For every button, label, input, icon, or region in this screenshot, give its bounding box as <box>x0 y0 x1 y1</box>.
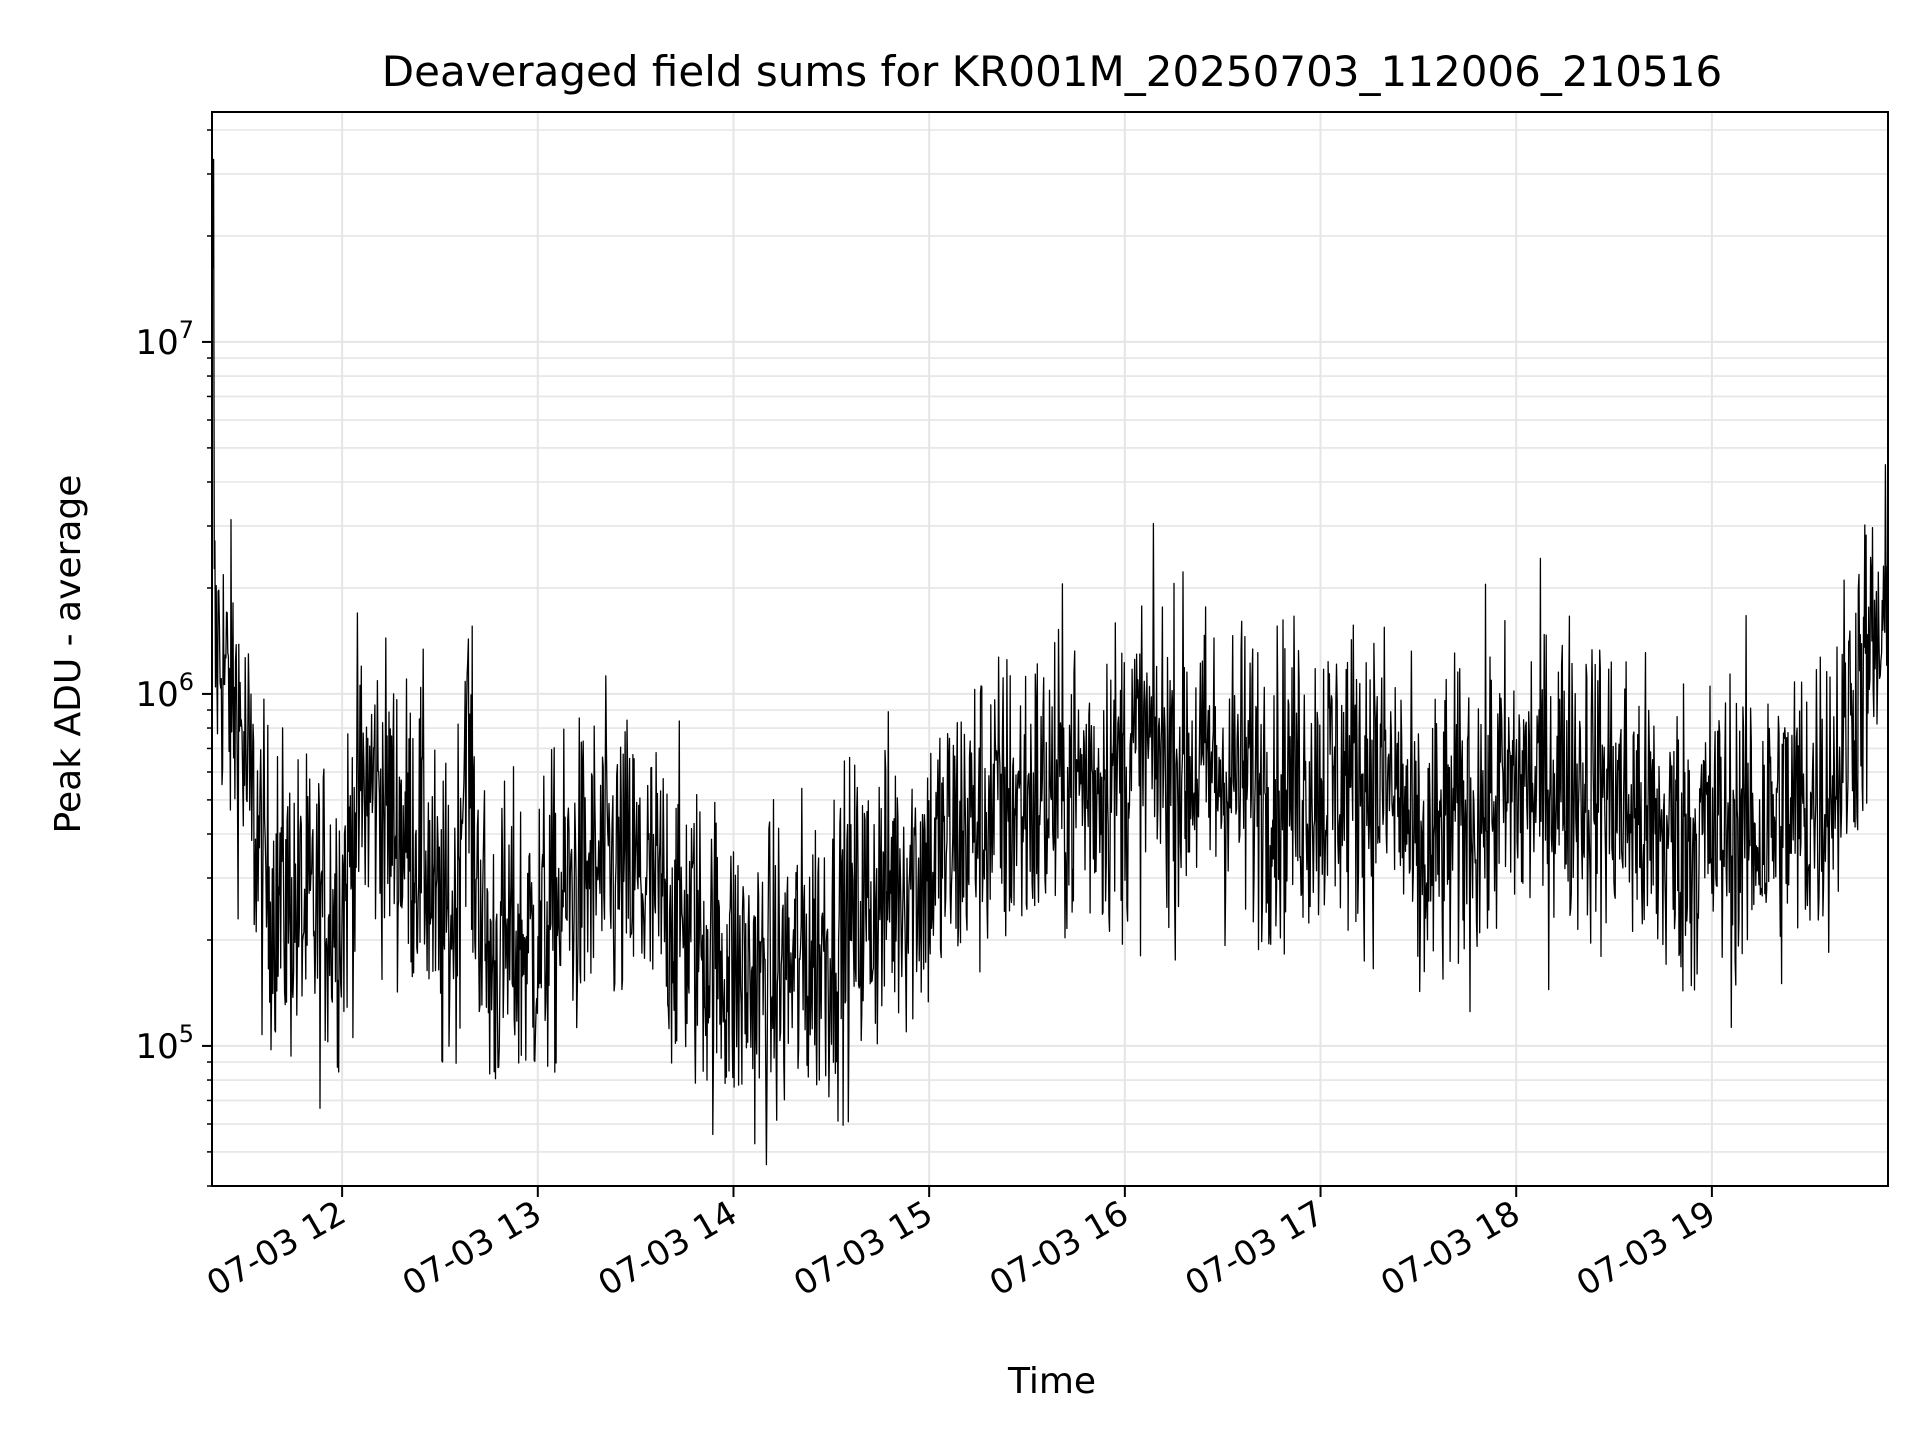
x-tick-label: 07-03 16 <box>983 1193 1135 1304</box>
chart-title: Deaveraged field sums for KR001M_2025070… <box>382 47 1722 96</box>
y-tick-label: 107 <box>135 316 194 363</box>
x-axis-title: Time <box>1007 1361 1096 1402</box>
x-tick-label: 07-03 18 <box>1374 1193 1526 1304</box>
plot-frame <box>211 111 1889 1187</box>
y-tick-label: 105 <box>135 1020 194 1067</box>
grid-lines <box>212 112 1888 1187</box>
y-axis-title: Peak ADU - average <box>48 475 89 834</box>
y-tick-label: 106 <box>135 668 194 715</box>
series-line <box>211 158 1889 1166</box>
x-tick-label: 07-03 17 <box>1179 1193 1331 1304</box>
x-tick-label: 07-03 13 <box>396 1193 548 1304</box>
y-axis: 105 106 107 <box>135 129 212 1187</box>
x-axis: 07-03 12 07-03 13 07-03 14 07-03 15 07-03 16… <box>200 1186 1722 1304</box>
x-tick-label: 07-03 12 <box>200 1193 352 1304</box>
series-group <box>211 158 1889 1166</box>
x-tick-label: 07-03 19 <box>1570 1193 1722 1304</box>
x-tick-label: 07-03 14 <box>592 1193 744 1304</box>
x-tick-label: 07-03 15 <box>787 1193 939 1304</box>
